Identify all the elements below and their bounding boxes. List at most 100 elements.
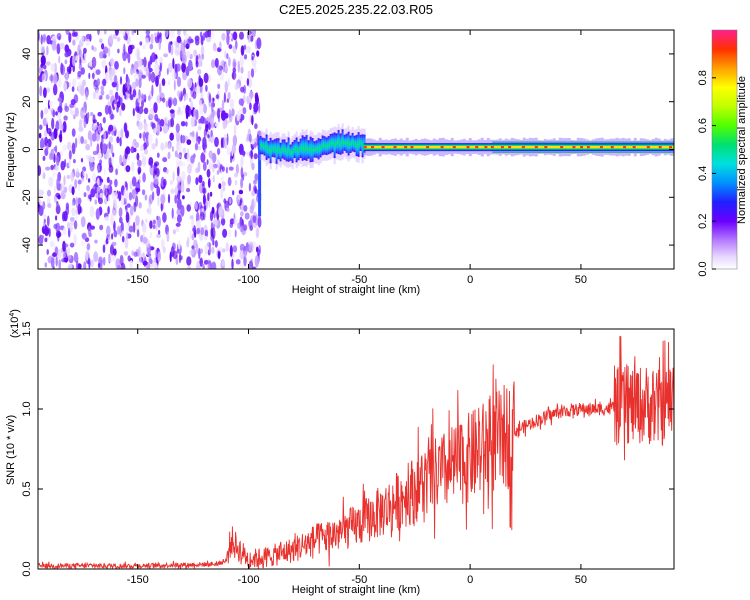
noise-cell <box>129 260 133 269</box>
noise-cell <box>111 81 117 88</box>
line-peak <box>466 146 470 149</box>
noise-cell <box>50 164 55 171</box>
noise-cell <box>227 176 232 187</box>
line-peak <box>669 146 673 149</box>
noise-cell <box>124 205 127 210</box>
noise-cell <box>176 214 182 224</box>
noise-cell <box>183 39 186 48</box>
noise-cell <box>166 68 169 75</box>
noise-cell <box>165 169 169 174</box>
noise-cell <box>85 143 91 151</box>
noise-cell <box>46 215 50 227</box>
colorbar: 0.0 0.2 0.4 0.6 0.8 Normalized spectral ampl… <box>697 29 748 277</box>
noise-cell <box>220 186 224 199</box>
noise-cell <box>179 50 183 59</box>
noise-cell <box>217 83 221 90</box>
noise-cell <box>160 194 166 205</box>
noise-cell <box>40 55 46 66</box>
noise-cell <box>198 146 202 151</box>
noise-cell <box>93 46 97 52</box>
noise-cell <box>182 195 185 200</box>
noise-cell <box>249 225 253 231</box>
noise-cell <box>111 241 117 247</box>
noise-cell <box>54 165 59 171</box>
line-peak <box>580 146 584 149</box>
noise-cell <box>38 205 44 217</box>
band-cell <box>297 141 300 161</box>
noise-cell <box>136 48 140 60</box>
noise-cell <box>132 89 137 98</box>
noise-cell <box>162 246 166 254</box>
noise-cell <box>145 126 148 133</box>
noise-cell <box>143 149 149 155</box>
noise-cell <box>113 220 116 232</box>
noise-cell <box>130 205 134 216</box>
noise-cell <box>254 92 259 101</box>
noise-cell <box>108 105 112 115</box>
noise-cell <box>73 159 76 164</box>
noise-cell <box>205 135 208 140</box>
noise-cell <box>251 190 256 197</box>
noise-cell <box>90 259 94 268</box>
noise-cell <box>201 53 205 61</box>
noise-cell <box>119 225 122 238</box>
noise-cell <box>189 201 192 206</box>
spectrogram-x-tick-label: 50 <box>575 274 587 286</box>
band-cell <box>361 134 364 158</box>
noise-cell <box>109 179 113 185</box>
noise-cell <box>131 30 135 36</box>
noise-cell <box>233 61 237 68</box>
noise-cell <box>198 77 204 87</box>
noise-cell <box>87 155 92 162</box>
noise-cell <box>193 239 198 249</box>
noise-cell <box>227 77 230 88</box>
noise-cell <box>248 260 254 269</box>
noise-cell <box>257 249 261 256</box>
spectrogram-heatmap <box>38 30 674 269</box>
noise-cell <box>195 86 200 94</box>
noise-cell <box>125 165 131 173</box>
noise-cell <box>74 31 78 37</box>
noise-cell <box>211 261 217 269</box>
noise-cell <box>169 180 173 185</box>
band-cell <box>279 142 282 162</box>
noise-cell <box>77 203 82 215</box>
noise-cell <box>187 163 192 174</box>
noise-cell <box>139 41 143 46</box>
noise-cell <box>197 68 202 75</box>
noise-cell <box>217 250 221 260</box>
noise-cell <box>175 131 181 142</box>
noise-cell <box>102 256 106 266</box>
noise-cell <box>87 178 91 183</box>
noise-cell <box>58 111 61 120</box>
noise-cell <box>131 161 135 172</box>
noise-cell <box>140 235 144 243</box>
noise-cell <box>126 232 129 240</box>
band-cell <box>271 140 274 157</box>
noise-cell <box>232 190 235 196</box>
noise-cell <box>116 80 119 92</box>
noise-cell <box>172 250 178 260</box>
noise-cell <box>128 192 133 201</box>
noise-cell <box>175 226 180 233</box>
noise-cell <box>63 210 68 222</box>
band-cell <box>269 137 272 164</box>
noise-cell <box>116 225 121 235</box>
noise-cell <box>251 162 255 171</box>
noise-cell <box>131 250 135 256</box>
band-cell <box>329 134 332 154</box>
noise-cell <box>173 79 176 91</box>
noise-cell <box>200 91 204 100</box>
noise-cell <box>114 60 119 70</box>
noise-cell <box>206 168 211 178</box>
noise-cell <box>152 219 156 225</box>
noise-cell <box>231 258 234 269</box>
noise-cell <box>55 255 58 267</box>
noise-cell <box>119 108 122 117</box>
noise-cell <box>99 159 103 165</box>
noise-cell <box>55 205 61 215</box>
noise-cell <box>80 240 86 246</box>
noise-cell <box>193 49 198 58</box>
noise-cell <box>199 103 204 116</box>
noise-cell <box>228 44 233 50</box>
